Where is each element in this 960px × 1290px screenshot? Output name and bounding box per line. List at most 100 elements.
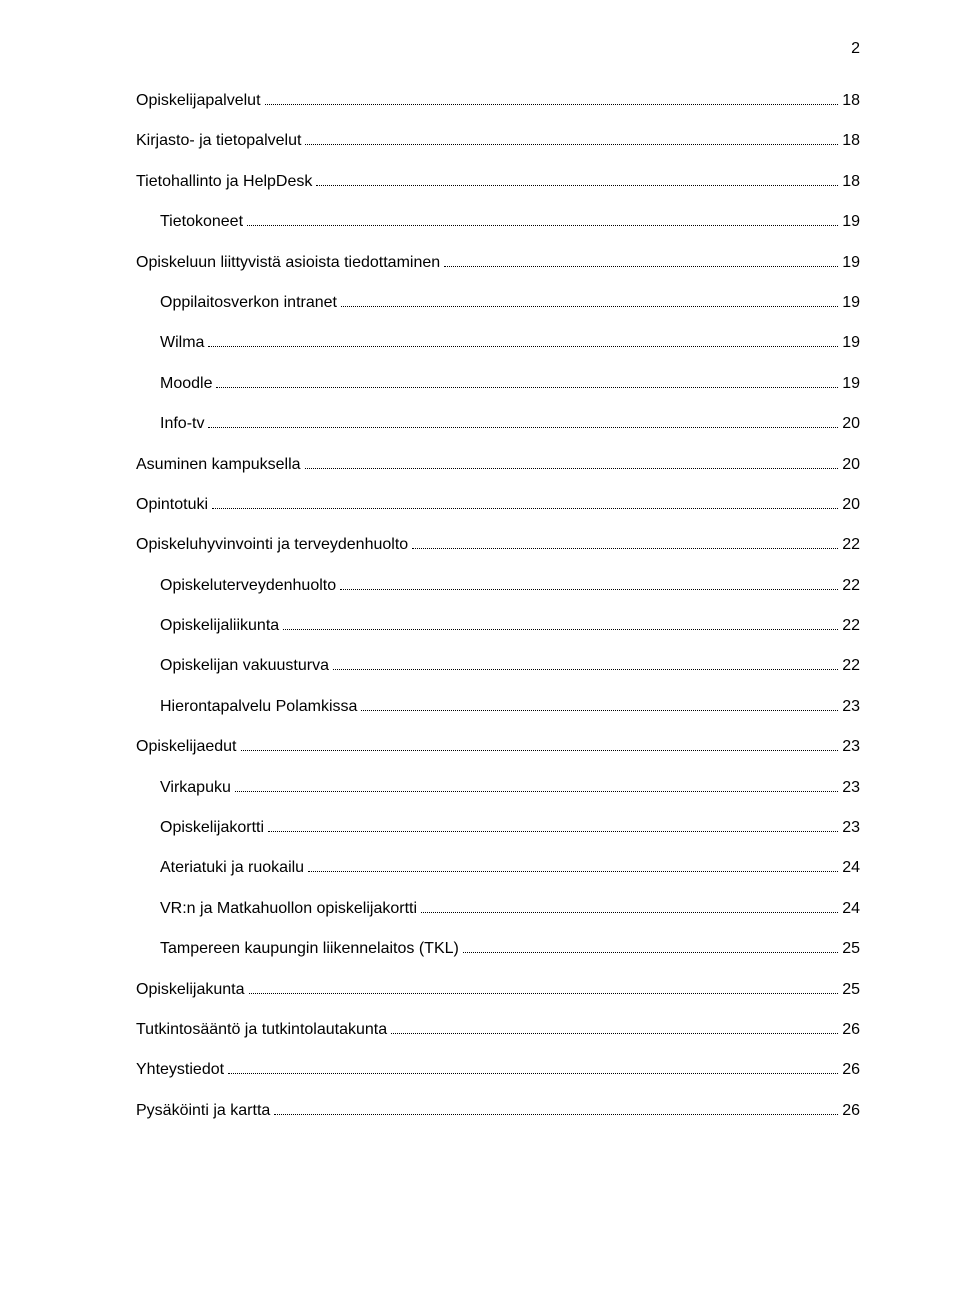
toc-entry: Opiskelijakortti 23 [160,817,860,839]
toc-entry-title: Opiskeluun liittyvistä asioista tiedotta… [136,252,440,274]
toc-entry-title: Opiskeluhyvinvointi ja terveydenhuolto [136,534,408,556]
toc-leader [463,952,838,953]
toc-entry: Info-tv 20 [160,413,860,435]
toc-entry-title: Moodle [160,373,212,395]
toc-entry-page: 19 [842,373,860,395]
toc-entry-page: 19 [842,292,860,314]
toc-entry-title: Tietohallinto ja HelpDesk [136,171,312,193]
toc-entry-title: Opiskelijaliikunta [160,615,279,637]
toc-leader [274,1114,838,1115]
toc-entry-title: Tietokoneet [160,211,243,233]
toc-leader [228,1073,838,1074]
toc-leader [340,589,838,590]
toc-leader [421,912,838,913]
toc-entry: Tutkintosääntö ja tutkintolautakunta 26 [136,1019,860,1041]
toc-entry: Wilma 19 [160,332,860,354]
toc-entry: Opiskeluun liittyvistä asioista tiedotta… [136,252,860,274]
toc-entry-title: Opiskelijakortti [160,817,264,839]
toc-entry-title: Opiskeluterveydenhuolto [160,575,336,597]
toc-entry: Opiskelijaliikunta 22 [160,615,860,637]
toc-entry: Opiskeluhyvinvointi ja terveydenhuolto 22 [136,534,860,556]
toc-entry-title: Hierontapalvelu Polamkissa [160,696,357,718]
toc-entry-title: Virkapuku [160,777,231,799]
toc-entry-page: 20 [842,494,860,516]
toc-leader [241,750,839,751]
toc-entry-page: 23 [842,696,860,718]
toc-entry: Pysäköinti ja kartta 26 [136,1100,860,1122]
toc-entry-page: 19 [842,252,860,274]
toc-entry-page: 20 [842,413,860,435]
toc-entry-title: Kirjasto- ja tietopalvelut [136,130,301,152]
toc-entry: Tampereen kaupungin liikennelaitos (TKL)… [160,938,860,960]
toc-entry: Opiskelijaedut 23 [136,736,860,758]
toc-entry-page: 26 [842,1019,860,1041]
toc-entry-title: Opiskelijakunta [136,979,245,1001]
toc-entry: Ateriatuki ja ruokailu 24 [160,857,860,879]
toc-entry: Virkapuku 23 [160,777,860,799]
toc-entry: Opintotuki 20 [136,494,860,516]
toc-entry-page: 19 [842,211,860,233]
toc-entry-title: Opiskelijapalvelut [136,90,261,112]
toc-entry: Hierontapalvelu Polamkissa 23 [160,696,860,718]
toc-entry-title: Wilma [160,332,204,354]
toc-leader [412,548,838,549]
toc-entry-title: Opiskelijaedut [136,736,237,758]
toc-entry-page: 20 [842,454,860,476]
toc-entry: Opiskelijakunta 25 [136,979,860,1001]
toc-leader [208,346,838,347]
toc-leader [305,144,838,145]
toc-entry-page: 22 [842,615,860,637]
toc-leader [361,710,838,711]
toc-entry-title: Info-tv [160,413,204,435]
toc-leader [341,306,838,307]
toc-leader [247,225,838,226]
toc-leader [305,468,839,469]
toc-entry-title: Tutkintosääntö ja tutkintolautakunta [136,1019,387,1041]
toc-entry-page: 26 [842,1059,860,1081]
toc-entry-title: Ateriatuki ja ruokailu [160,857,304,879]
toc-leader [249,993,839,994]
toc-leader [444,266,838,267]
toc-entry-title: Tampereen kaupungin liikennelaitos (TKL) [160,938,459,960]
toc-entry-page: 23 [842,777,860,799]
toc-entry-page: 18 [842,90,860,112]
toc-entry: VR:n ja Matkahuollon opiskelijakortti 24 [160,898,860,920]
toc-entry-page: 24 [842,898,860,920]
toc-entry-title: Opintotuki [136,494,208,516]
toc-entry-page: 25 [842,979,860,1001]
toc-leader [235,791,838,792]
toc-entry: Yhteystiedot 26 [136,1059,860,1081]
toc-entry-title: VR:n ja Matkahuollon opiskelijakortti [160,898,417,920]
toc-entry-title: Opiskelijan vakuusturva [160,655,329,677]
toc-entry: Opiskelijapalvelut 18 [136,90,860,112]
toc-entry: Asuminen kampuksella 20 [136,454,860,476]
toc-entry-title: Yhteystiedot [136,1059,224,1081]
toc-entry: Opiskelijan vakuusturva 22 [160,655,860,677]
toc-entry: Opiskeluterveydenhuolto 22 [160,575,860,597]
toc-leader [391,1033,838,1034]
toc-entry-page: 18 [842,130,860,152]
toc-entry-page: 19 [842,332,860,354]
toc-entry-page: 22 [842,534,860,556]
toc-leader [265,104,839,105]
toc-entry: Kirjasto- ja tietopalvelut 18 [136,130,860,152]
toc-leader [208,427,838,428]
toc-entry-title: Pysäköinti ja kartta [136,1100,270,1122]
toc-leader [216,387,838,388]
toc-entry-title: Oppilaitosverkon intranet [160,292,337,314]
toc-leader [308,871,838,872]
toc-entry-page: 23 [842,736,860,758]
toc-leader [268,831,838,832]
toc-entry-page: 18 [842,171,860,193]
toc-entry-page: 26 [842,1100,860,1122]
toc-leader [316,185,838,186]
toc-entry-page: 24 [842,857,860,879]
toc-leader [333,669,838,670]
table-of-contents: Opiskelijapalvelut18Kirjasto- ja tietopa… [120,90,860,1122]
toc-entry-page: 22 [842,575,860,597]
toc-leader [283,629,838,630]
toc-entry: Oppilaitosverkon intranet 19 [160,292,860,314]
toc-entry-page: 23 [842,817,860,839]
toc-entry-page: 22 [842,655,860,677]
toc-entry-title: Asuminen kampuksella [136,454,301,476]
